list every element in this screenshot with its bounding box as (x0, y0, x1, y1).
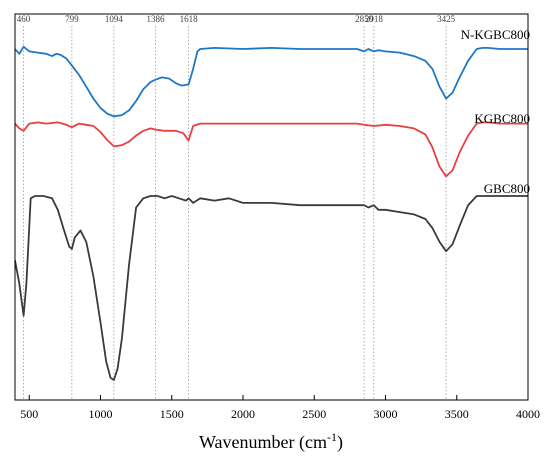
peak-label-1618: 1618 (180, 14, 199, 24)
series-label-gbc800: GBC800 (484, 181, 530, 196)
x-tick-label-1500: 1500 (160, 407, 184, 421)
x-tick-label-1000: 1000 (89, 407, 113, 421)
peak-label-1386: 1386 (147, 14, 166, 24)
peak-label-3425: 3425 (437, 14, 456, 24)
x-tick-label-2500: 2500 (302, 407, 326, 421)
x-axis-title: Wavenumber (cm-1) (199, 430, 343, 453)
peak-label-2918: 2918 (365, 14, 384, 24)
x-tick-label-4000: 4000 (516, 407, 540, 421)
peak-label-799: 799 (65, 14, 79, 24)
peak-label-2850: 2850 (355, 14, 374, 24)
x-tick-label-3500: 3500 (445, 407, 469, 421)
peak-label-460: 460 (17, 14, 31, 24)
x-tick-label-500: 500 (20, 407, 38, 421)
peak-label-1094: 1094 (105, 14, 124, 24)
series-label-n-kgbc800: N-KGBC800 (461, 27, 530, 42)
series-label-kgbc800: KGBC800 (474, 111, 530, 126)
series-line-gbc800 (14, 195, 528, 381)
x-tick-label-3000: 3000 (374, 407, 398, 421)
x-tick-label-2000: 2000 (231, 407, 255, 421)
series-layer: N-KGBC800 KGBC800 GBC800 (14, 27, 530, 381)
series-line-kgbc800 (14, 121, 528, 178)
x-axis-ticks: 500 1000 1500 2000 2500 3000 3500 4000 (20, 395, 540, 421)
series-line-n-kgbc800 (14, 45, 528, 118)
plot-frame (14, 13, 529, 401)
